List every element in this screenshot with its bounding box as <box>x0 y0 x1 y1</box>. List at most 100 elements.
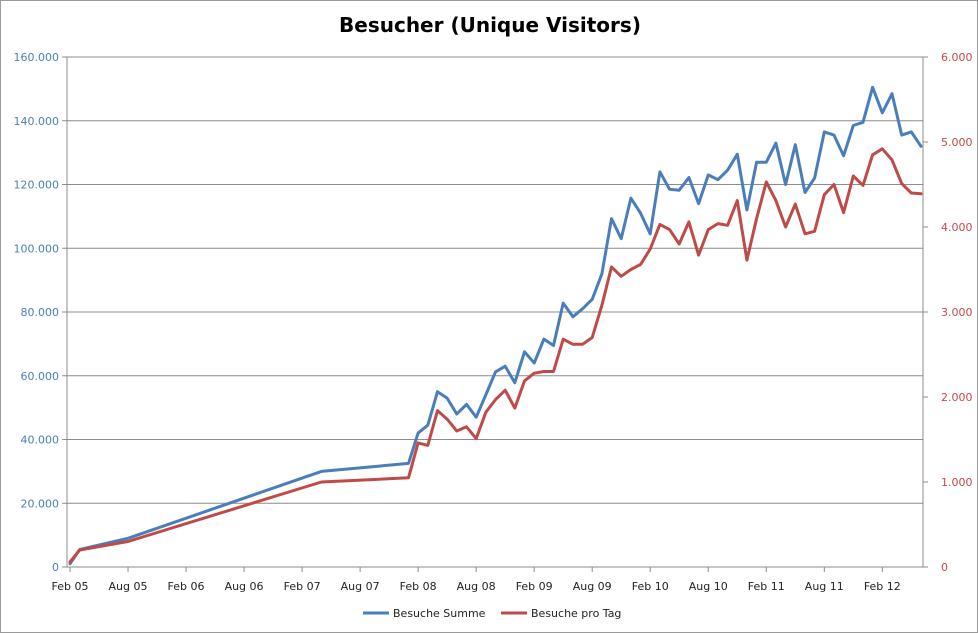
data-point-besuche-summe <box>823 131 826 133</box>
data-point-besuche-summe <box>407 462 410 465</box>
y-left-tick-label: 40.000 <box>21 434 60 447</box>
y-left-tick-label: 20.000 <box>21 497 60 510</box>
x-tick-label: Feb 10 <box>632 580 669 593</box>
data-point-besuche-pro-tag <box>823 193 826 196</box>
data-point-besuche-summe <box>746 209 748 211</box>
x-tick-label: Feb 08 <box>400 580 437 593</box>
data-point-besuche-pro-tag <box>417 442 419 444</box>
data-point-besuche-summe <box>427 424 429 426</box>
data-point-besuche-summe <box>485 394 487 396</box>
data-point-besuche-summe <box>736 153 739 156</box>
x-tick-label: Aug 11 <box>805 580 844 593</box>
data-point-besuche-pro-tag <box>523 380 526 382</box>
data-point-besuche-pro-tag <box>717 222 719 225</box>
y-right-tick-label: 5.000 <box>941 136 973 149</box>
data-point-besuche-pro-tag <box>784 226 787 228</box>
data-point-besuche-pro-tag <box>407 476 410 479</box>
data-point-besuche-pro-tag <box>456 430 458 432</box>
data-point-besuche-pro-tag <box>668 228 671 231</box>
data-point-besuche-summe <box>320 470 323 473</box>
data-point-besuche-pro-tag <box>639 263 642 266</box>
x-tick-label: Aug 07 <box>341 580 380 593</box>
data-point-besuche-summe <box>504 365 506 367</box>
data-point-besuche-summe <box>417 432 419 434</box>
y-left-tick-label: 0 <box>52 561 59 574</box>
data-point-besuche-pro-tag <box>320 481 323 483</box>
y-left-tick-label: 140.000 <box>14 115 60 128</box>
x-tick-label: Feb 05 <box>52 580 89 593</box>
data-point-besuche-pro-tag <box>436 409 439 412</box>
x-tick-label: Feb 11 <box>748 580 785 593</box>
data-point-besuche-summe <box>562 302 564 304</box>
data-point-besuche-summe <box>475 416 477 418</box>
data-point-besuche-pro-tag <box>620 275 623 278</box>
data-point-besuche-pro-tag <box>659 223 661 226</box>
data-point-besuche-pro-tag <box>678 243 681 245</box>
data-point-besuche-summe <box>717 178 719 181</box>
data-point-besuche-summe <box>494 371 497 373</box>
y-right-tick-label: 0 <box>941 561 948 574</box>
data-point-besuche-pro-tag <box>852 175 855 177</box>
data-point-besuche-pro-tag <box>862 184 864 187</box>
data-point-besuche-summe <box>552 344 555 347</box>
x-tick-label: Aug 08 <box>457 580 496 593</box>
grid-layer <box>67 56 923 504</box>
data-point-besuche-summe <box>446 397 448 399</box>
data-point-besuche-pro-tag <box>833 183 835 186</box>
x-tick-label: Aug 05 <box>109 580 148 593</box>
data-point-besuche-summe <box>523 351 526 353</box>
data-point-besuche-summe <box>881 111 884 114</box>
data-point-besuche-summe <box>630 197 632 200</box>
data-point-besuche-pro-tag <box>900 182 903 185</box>
data-point-besuche-pro-tag <box>881 148 884 150</box>
data-point-besuche-pro-tag <box>842 211 845 214</box>
data-point-besuche-summe <box>852 124 855 127</box>
legend: Besuche Summe Besuche pro Tag <box>363 607 621 620</box>
data-point-besuche-summe <box>910 131 913 133</box>
data-point-besuche-pro-tag <box>581 343 584 346</box>
y-left-tick-label: 60.000 <box>21 370 60 383</box>
data-point-besuche-summe <box>804 191 806 194</box>
data-point-besuche-summe <box>601 272 603 275</box>
y-left-tick-label: 160.000 <box>14 51 60 64</box>
data-point-besuche-pro-tag <box>562 338 564 341</box>
y-right-tick-label: 2.000 <box>941 391 973 404</box>
x-tick-label: Aug 10 <box>689 580 728 593</box>
data-point-besuche-pro-tag <box>514 407 516 409</box>
data-point-besuche-summe <box>543 338 545 340</box>
data-point-besuche-pro-tag <box>726 224 729 227</box>
data-point-besuche-pro-tag <box>755 217 758 220</box>
data-point-besuche-pro-tag <box>775 199 777 202</box>
data-point-besuche-summe <box>794 143 797 146</box>
y-right-tick-label: 6.000 <box>941 51 973 64</box>
data-point-besuche-pro-tag <box>69 561 71 563</box>
series-line-besuche-summe <box>68 85 923 566</box>
data-point-besuche-pro-tag <box>552 370 555 373</box>
series-layer <box>68 85 923 566</box>
data-point-besuche-pro-tag <box>688 221 690 223</box>
data-point-besuche-pro-tag <box>765 181 768 183</box>
data-point-besuche-pro-tag <box>804 233 806 235</box>
data-point-besuche-summe <box>127 537 129 540</box>
data-point-besuche-summe <box>581 308 584 310</box>
x-tick-label: Feb 06 <box>168 580 205 593</box>
data-point-besuche-pro-tag <box>601 304 603 307</box>
data-point-besuche-summe <box>871 86 874 89</box>
data-point-besuche-pro-tag <box>630 268 632 271</box>
data-point-besuche-pro-tag <box>475 437 477 440</box>
legend-label-besuche-pro-tag: Besuche pro Tag <box>531 607 621 620</box>
data-point-besuche-pro-tag <box>813 230 816 233</box>
data-point-besuche-summe <box>784 183 787 186</box>
data-point-besuche-pro-tag <box>746 259 748 261</box>
data-point-besuche-summe <box>591 298 594 301</box>
data-point-besuche-summe <box>572 315 574 318</box>
data-point-besuche-summe <box>465 403 468 406</box>
legend-label-besuche-summe: Besuche Summe <box>393 607 486 620</box>
x-tick-label: Feb 09 <box>516 580 553 593</box>
data-point-besuche-summe <box>842 155 845 157</box>
data-point-besuche-pro-tag <box>910 192 913 194</box>
data-point-besuche-summe <box>514 381 516 384</box>
data-point-besuche-summe <box>726 169 729 171</box>
